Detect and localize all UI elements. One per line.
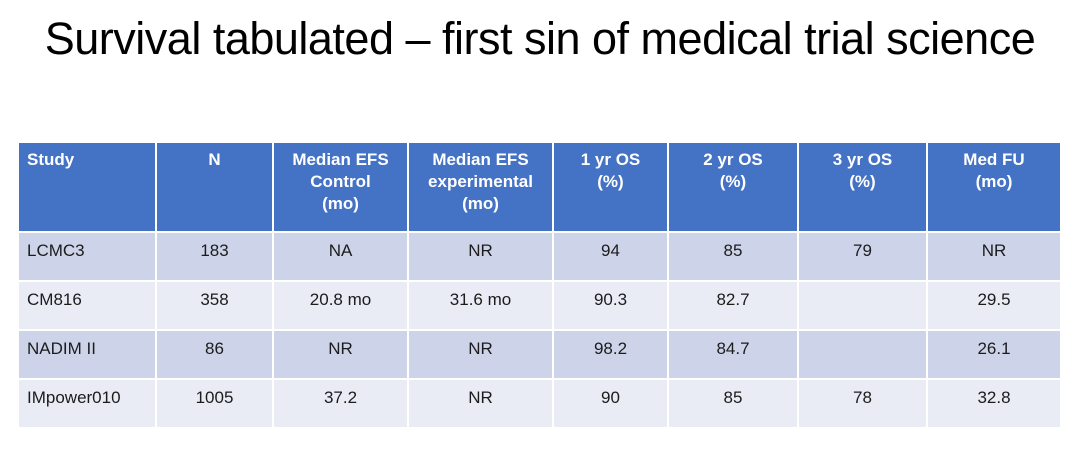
table-cell: LCMC3 xyxy=(17,231,157,282)
table-cell: 26.1 xyxy=(926,329,1062,380)
table-cell: IMpower010 xyxy=(17,378,157,429)
table-cell: NR xyxy=(407,378,554,429)
column-header-1yr-os: 1 yr OS (%) xyxy=(552,141,669,233)
table-row-cm816: CM816 358 20.8 mo 31.6 mo 90.3 82.7 29.5 xyxy=(17,280,1062,331)
table-cell: 32.8 xyxy=(926,378,1062,429)
column-header-med-fu: Med FU (mo) xyxy=(926,141,1062,233)
table-cell: 37.2 xyxy=(272,378,409,429)
table-cell: 78 xyxy=(797,378,928,429)
table-header-row: Study N Median EFS Control (mo) Median E… xyxy=(17,141,1062,233)
table-cell: NR xyxy=(272,329,409,380)
table-cell xyxy=(797,280,928,331)
table-cell: 86 xyxy=(155,329,274,380)
table-cell: 94 xyxy=(552,231,669,282)
table-cell: 90 xyxy=(552,378,669,429)
table-cell: 1005 xyxy=(155,378,274,429)
table-cell: NR xyxy=(926,231,1062,282)
table-row-impower010: IMpower010 1005 37.2 NR 90 85 78 32.8 xyxy=(17,378,1062,429)
table-cell: 31.6 mo xyxy=(407,280,554,331)
table-cell xyxy=(797,329,928,380)
table-cell: 29.5 xyxy=(926,280,1062,331)
slide-title: Survival tabulated – first sin of medica… xyxy=(44,13,1036,64)
table-cell: 98.2 xyxy=(552,329,669,380)
table-cell: NR xyxy=(407,329,554,380)
table-cell: 84.7 xyxy=(667,329,799,380)
column-header-study: Study xyxy=(17,141,157,233)
column-header-n: N xyxy=(155,141,274,233)
column-header-median-efs-experimental: Median EFS experimental (mo) xyxy=(407,141,554,233)
table-cell: 85 xyxy=(667,231,799,282)
table-cell: 82.7 xyxy=(667,280,799,331)
table-cell: 20.8 mo xyxy=(272,280,409,331)
table-cell: NADIM II xyxy=(17,329,157,380)
table-cell: 183 xyxy=(155,231,274,282)
table-cell: NA xyxy=(272,231,409,282)
table-cell: 358 xyxy=(155,280,274,331)
column-header-median-efs-control: Median EFS Control (mo) xyxy=(272,141,409,233)
table-row-lcmc3: LCMC3 183 NA NR 94 85 79 NR xyxy=(17,231,1062,282)
column-header-3yr-os: 3 yr OS (%) xyxy=(797,141,928,233)
table-row-nadim-ii: NADIM II 86 NR NR 98.2 84.7 26.1 xyxy=(17,329,1062,380)
table-cell: NR xyxy=(407,231,554,282)
table-cell: 90.3 xyxy=(552,280,669,331)
column-header-2yr-os: 2 yr OS (%) xyxy=(667,141,799,233)
survival-table: Study N Median EFS Control (mo) Median E… xyxy=(17,141,1062,429)
table-cell: 79 xyxy=(797,231,928,282)
table-cell: 85 xyxy=(667,378,799,429)
table-cell: CM816 xyxy=(17,280,157,331)
